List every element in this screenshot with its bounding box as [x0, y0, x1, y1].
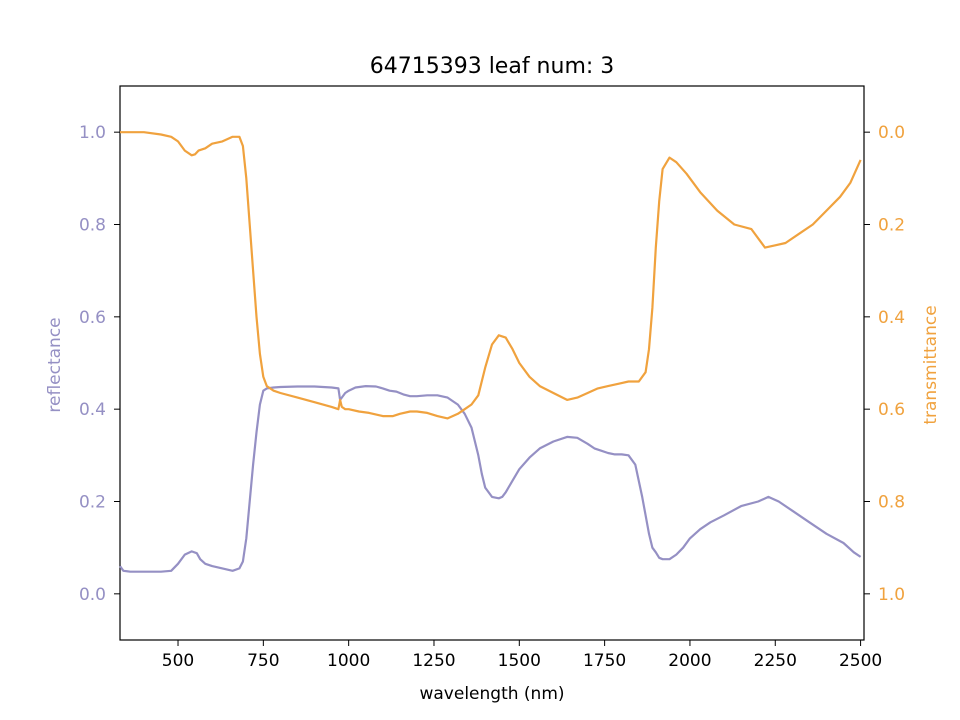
left-y-tick-label: 1.0: [79, 123, 106, 143]
x-axis-label: wavelength (nm): [419, 684, 564, 704]
right-y-tick-label: 0.6: [878, 400, 905, 420]
x-tick-label: 750: [247, 651, 279, 671]
x-tick-label: 2500: [839, 651, 882, 671]
left-y-tick-label: 0.8: [79, 216, 106, 236]
right-y-axis-ticks: 0.0 0.2 0.4 0.6 0.8 1.0: [864, 123, 905, 605]
right-y-tick-label: 0.0: [878, 123, 905, 143]
x-axis-ticks: 500 750 1000 1250 1500 1750 2000 2250 2500: [162, 640, 882, 671]
right-y-tick-label: 0.8: [878, 493, 905, 513]
left-y-tick-label: 0.4: [79, 400, 106, 420]
chart-title: 64715393 leaf num: 3: [370, 54, 615, 79]
plot-area: [119, 85, 865, 641]
left-y-tick-label: 0.6: [79, 308, 106, 328]
left-y-axis-ticks: 0.0 0.2 0.4 0.6 0.8 1.0: [79, 123, 120, 605]
left-y-tick-label: 0.0: [79, 585, 106, 605]
series-layer: [119, 131, 862, 573]
right-y-tick-label: 0.2: [878, 216, 905, 236]
plot-frame: [119, 85, 865, 641]
right-y-tick-label: 1.0: [878, 585, 905, 605]
x-tick-label: 2000: [668, 651, 711, 671]
x-tick-label: 1750: [583, 651, 626, 671]
transmittance-line: [120, 131, 862, 420]
left-y-tick-label: 0.2: [79, 493, 106, 513]
right-y-axis-label: transmittance: [921, 305, 941, 424]
reflectance-line: [119, 385, 862, 573]
right-y-tick-label: 0.4: [878, 308, 905, 328]
x-tick-label: 2250: [754, 651, 797, 671]
x-tick-label: 500: [162, 651, 194, 671]
x-tick-label: 1500: [498, 651, 541, 671]
x-tick-label: 1000: [327, 651, 370, 671]
left-y-axis-label: reflectance: [45, 317, 65, 412]
x-tick-label: 1250: [412, 651, 455, 671]
